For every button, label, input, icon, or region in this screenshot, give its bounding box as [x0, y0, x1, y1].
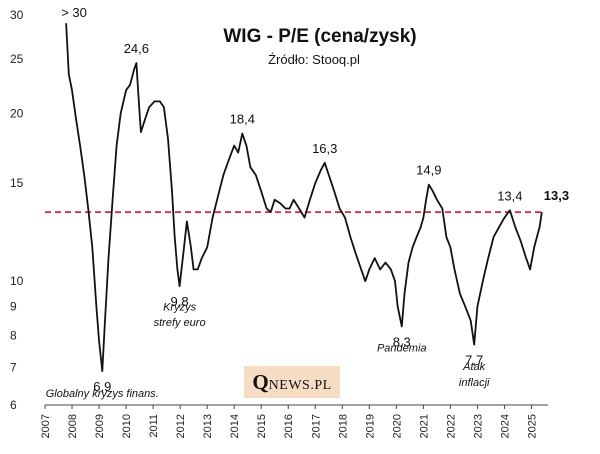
x-tick-label: 2025 [526, 414, 538, 438]
value-label: 8,3 [393, 334, 411, 349]
value-label: 14,9 [416, 163, 441, 178]
note-label: inflacji [459, 377, 490, 389]
x-tick-label: 2014 [229, 414, 241, 438]
y-tick-label: 20 [10, 106, 24, 120]
x-tick-label: 2017 [310, 414, 322, 438]
value-label: 9,8 [171, 294, 189, 309]
qnews-logo: QNEWS.PL [244, 366, 340, 398]
y-tick-label: 25 [10, 52, 24, 66]
x-axis: 2007 2008 2009 2010 2011 2012 2013 2014 2015 2016… [40, 404, 548, 438]
x-tick-label: 2010 [121, 414, 133, 438]
y-axis: 6 7 8 9 10 15 20 25 30 [10, 8, 24, 412]
value-label: > 30 [61, 5, 87, 20]
x-tick-label: 2013 [202, 414, 214, 438]
y-tick-label: 8 [10, 328, 17, 342]
chart-title: WIG - P/E (cena/zysk) [223, 26, 416, 47]
x-tick-label: 2009 [94, 414, 106, 438]
annotations: > 30 24,6 18,4 16,3 14,9 13,4 13,3 9,8 8,3 7,7 6,9… [46, 5, 569, 400]
x-tick-label: 2012 [175, 414, 187, 438]
x-tick-label: 2008 [67, 414, 79, 438]
chart-subtitle: Źródło: Stooq.pl [268, 52, 360, 67]
y-tick-label: 15 [10, 176, 24, 190]
logo-rest: NEWS.PL [268, 378, 332, 393]
note-label: Pandemia [377, 343, 427, 355]
x-tick-label: 2021 [418, 414, 430, 438]
value-label: 18,4 [230, 111, 255, 126]
x-tick-label: 2018 [337, 414, 349, 438]
series-line-wig-pe [65, 23, 543, 372]
y-tick-label: 7 [10, 361, 17, 375]
note-label: strefy euro [154, 317, 206, 329]
y-tick-label: 30 [10, 8, 24, 22]
value-label: 16,3 [312, 141, 337, 156]
note-label: Globalny kryzys finans. [46, 388, 159, 400]
x-tick-label: 2016 [283, 414, 295, 438]
value-label: 24,6 [124, 41, 149, 56]
x-tick-label: 2011 [148, 414, 160, 438]
value-label: 6,9 [93, 379, 111, 394]
y-tick-label: 9 [10, 300, 17, 314]
x-tick-label: 2019 [364, 414, 376, 438]
logo-initial: Q [252, 370, 269, 394]
y-tick-label: 10 [10, 274, 24, 288]
x-tick-label: 2015 [256, 414, 268, 438]
value-label: 13,4 [497, 188, 522, 203]
x-tick-label: 2007 [40, 414, 52, 438]
x-tick-label: 2024 [499, 414, 511, 438]
note-label: Kryzys [163, 302, 197, 314]
value-label: 13,3 [544, 188, 569, 203]
x-tick-label: 2020 [391, 414, 403, 438]
note-label: Atak [462, 361, 486, 373]
y-tick-label: 6 [10, 398, 17, 412]
x-tick-label: 2023 [472, 414, 484, 438]
value-label: 7,7 [465, 353, 483, 368]
x-tick-label: 2022 [445, 414, 457, 438]
